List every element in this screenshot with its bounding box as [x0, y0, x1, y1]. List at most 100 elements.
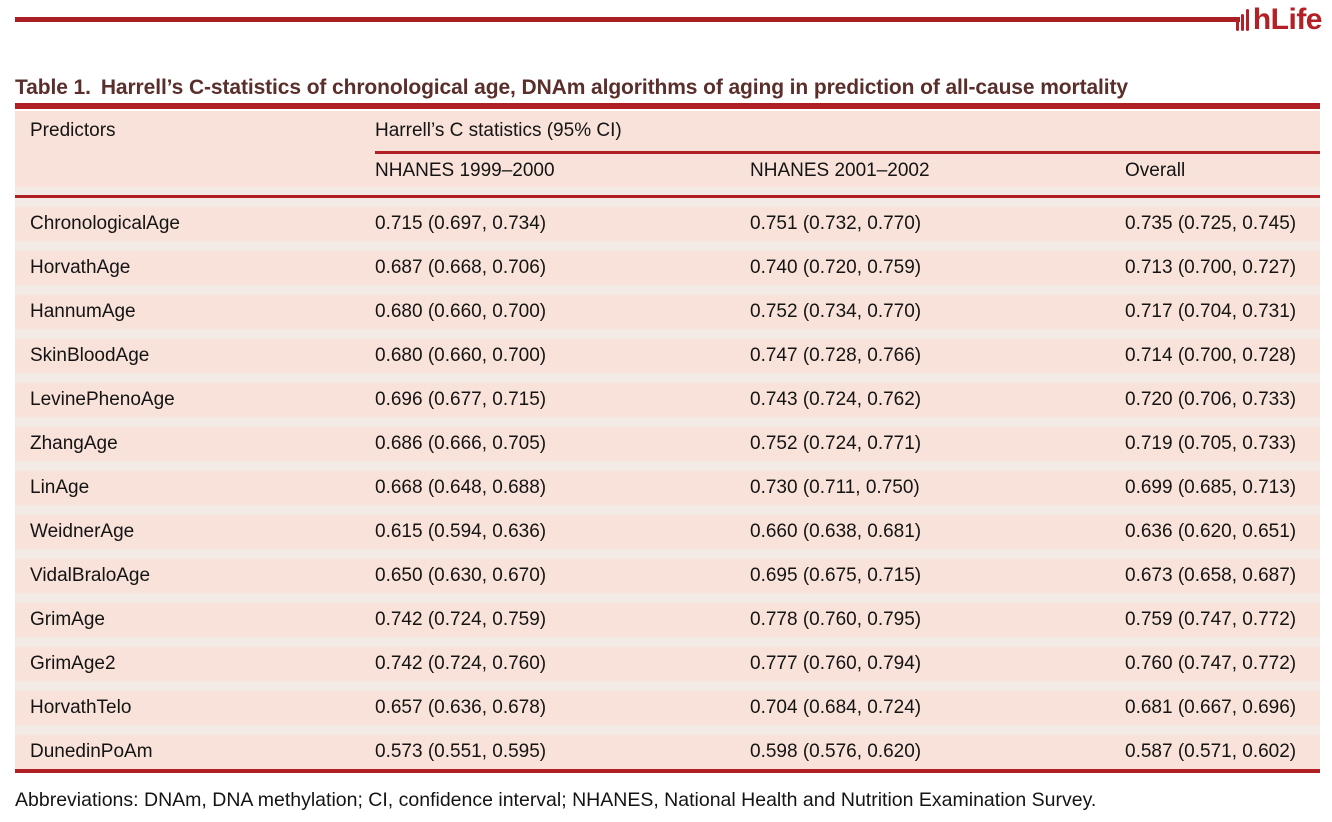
table-row: HorvathTelo 0.657 (0.636, 0.678) 0.704 (…: [15, 691, 1320, 725]
row-gap: [15, 241, 1320, 251]
c-stat-1999-2000: 0.742 (0.724, 0.759): [375, 609, 547, 630]
row-gap: [15, 329, 1320, 339]
predictor-name: SkinBloodAge: [30, 345, 150, 366]
table-row: LinAge 0.668 (0.648, 0.688) 0.730 (0.711…: [15, 471, 1320, 505]
c-stat-overall: 0.759 (0.747, 0.772): [1125, 609, 1297, 630]
table-title-text: Harrell’s C-statistics of chronological …: [100, 76, 1128, 99]
c-stat-2001-2002: 0.777 (0.760, 0.794): [750, 653, 922, 674]
c-stat-2001-2002: 0.752 (0.724, 0.771): [750, 433, 922, 454]
table-header-row-group: Predictors Harrell’s C statistics (95% C…: [15, 111, 1320, 151]
c-stat-1999-2000: 0.696 (0.677, 0.715): [375, 389, 547, 410]
predictor-name: DunedinPoAm: [30, 741, 153, 762]
c-stat-2001-2002: 0.743 (0.724, 0.762): [750, 389, 922, 410]
c-stat-overall: 0.720 (0.706, 0.733): [1125, 389, 1297, 410]
predictor-name: HorvathTelo: [30, 697, 132, 718]
c-stat-overall: 0.699 (0.685, 0.713): [1125, 477, 1297, 498]
c-stat-2001-2002: 0.751 (0.732, 0.770): [750, 213, 922, 234]
table-row: DunedinPoAm 0.573 (0.551, 0.595) 0.598 (…: [15, 735, 1320, 769]
predictor-name: LinAge: [30, 477, 90, 498]
column-group-header: Harrell’s C statistics (95% CI): [375, 120, 622, 141]
column-header-overall: Overall: [1125, 159, 1186, 181]
c-stat-1999-2000: 0.668 (0.648, 0.688): [375, 477, 547, 498]
c-stat-overall: 0.714 (0.700, 0.728): [1125, 345, 1297, 366]
c-stat-overall: 0.735 (0.725, 0.745): [1125, 213, 1297, 234]
c-stat-1999-2000: 0.680 (0.660, 0.700): [375, 301, 547, 322]
row-gap: [15, 593, 1320, 603]
c-stat-1999-2000: 0.680 (0.660, 0.700): [375, 345, 547, 366]
c-stat-1999-2000: 0.657 (0.636, 0.678): [375, 697, 547, 718]
table-row: WeidnerAge 0.615 (0.594, 0.636) 0.660 (0…: [15, 515, 1320, 549]
predictor-name: GrimAge2: [30, 653, 116, 674]
journal-logo: hLife: [1235, 3, 1323, 36]
c-stat-overall: 0.760 (0.747, 0.772): [1125, 653, 1297, 674]
row-gap: [15, 549, 1320, 559]
c-stat-overall: 0.717 (0.704, 0.731): [1125, 301, 1297, 322]
c-stat-1999-2000: 0.742 (0.724, 0.760): [375, 653, 547, 674]
table-number-label: Table 1.: [15, 76, 91, 99]
c-stat-2001-2002: 0.598 (0.576, 0.620): [750, 741, 922, 762]
group-header-rule-row: [15, 151, 1320, 154]
predictor-name: HorvathAge: [30, 257, 131, 278]
c-stat-2001-2002: 0.704 (0.684, 0.724): [750, 697, 922, 718]
row-gap: [15, 198, 1320, 207]
row-gap: [15, 417, 1320, 427]
c-stat-1999-2000: 0.715 (0.697, 0.734): [375, 213, 547, 234]
row-gap: [15, 285, 1320, 295]
row-gap: [15, 373, 1320, 383]
c-stat-2001-2002: 0.747 (0.728, 0.766): [750, 345, 922, 366]
row-gap: [15, 505, 1320, 515]
table-row: HorvathAge 0.687 (0.668, 0.706) 0.740 (0…: [15, 251, 1320, 285]
group-header-rule: [375, 151, 1320, 154]
table-title: Table 1. Harrell’s C-statistics of chrono…: [15, 76, 1320, 100]
row-gap: [15, 637, 1320, 647]
table-row: ChronologicalAge 0.715 (0.697, 0.734) 0.…: [15, 207, 1320, 241]
subheader-gap: [15, 187, 1320, 195]
predictor-name: HannumAge: [30, 301, 136, 322]
predictor-name: VidalBraloAge: [30, 565, 151, 586]
c-stat-overall: 0.587 (0.571, 0.602): [1125, 741, 1297, 762]
c-stat-2001-2002: 0.740 (0.720, 0.759): [750, 257, 922, 278]
c-stat-1999-2000: 0.687 (0.668, 0.706): [375, 257, 547, 278]
logo-bars-icon: [1235, 9, 1251, 31]
header-bottom-rule: [15, 195, 1320, 198]
c-stat-2001-2002: 0.695 (0.675, 0.715): [750, 565, 922, 586]
masthead-rule: [15, 17, 1240, 22]
table-subheader-row: NHANES 1999–2000 NHANES 2001–2002 Overal…: [15, 154, 1320, 187]
table-row: GrimAge 0.742 (0.724, 0.759) 0.778 (0.76…: [15, 603, 1320, 637]
row-gap: [15, 725, 1320, 735]
table-row: HannumAge 0.680 (0.660, 0.700) 0.752 (0.…: [15, 295, 1320, 329]
column-header-predictors: Predictors: [30, 120, 116, 141]
column-header-nhanes-2001-2002: NHANES 2001–2002: [750, 159, 930, 181]
c-stat-2001-2002: 0.752 (0.734, 0.770): [750, 301, 922, 322]
c-stat-1999-2000: 0.615 (0.594, 0.636): [375, 521, 547, 542]
c-stat-overall: 0.681 (0.667, 0.696): [1125, 697, 1297, 718]
c-stat-overall: 0.636 (0.620, 0.651): [1125, 521, 1297, 542]
logo-text: hLife: [1252, 3, 1323, 36]
predictor-name: ChronologicalAge: [30, 213, 180, 234]
c-statistics-table: Predictors Harrell’s C statistics (95% C…: [15, 111, 1320, 773]
row-gap: [15, 681, 1320, 691]
row-gap: [15, 461, 1320, 471]
predictor-name: ZhangAge: [30, 433, 118, 454]
table-row: SkinBloodAge 0.680 (0.660, 0.700) 0.747 …: [15, 339, 1320, 373]
table-row: ZhangAge 0.686 (0.666, 0.705) 0.752 (0.7…: [15, 427, 1320, 461]
column-header-nhanes-1999-2000: NHANES 1999–2000: [375, 159, 555, 181]
c-stat-2001-2002: 0.660 (0.638, 0.681): [750, 521, 922, 542]
table-bottom-rule: [15, 769, 1320, 773]
table-row: GrimAge2 0.742 (0.724, 0.760) 0.777 (0.7…: [15, 647, 1320, 681]
title-rule: [15, 103, 1320, 109]
table-row: VidalBraloAge 0.650 (0.630, 0.670) 0.695…: [15, 559, 1320, 593]
c-stat-overall: 0.719 (0.705, 0.733): [1125, 433, 1297, 454]
table-row: LevinePhenoAge 0.696 (0.677, 0.715) 0.74…: [15, 383, 1320, 417]
c-stat-overall: 0.673 (0.658, 0.687): [1125, 565, 1297, 586]
c-stat-1999-2000: 0.650 (0.630, 0.670): [375, 565, 547, 586]
predictor-name: LevinePhenoAge: [30, 389, 175, 410]
c-stat-overall: 0.713 (0.700, 0.727): [1125, 257, 1297, 278]
table-body: ChronologicalAge 0.715 (0.697, 0.734) 0.…: [15, 198, 1320, 769]
predictor-name: GrimAge: [30, 609, 105, 630]
c-stat-1999-2000: 0.686 (0.666, 0.705): [375, 433, 547, 454]
table-footnote: Abbreviations: DNAm, DNA methylation; CI…: [15, 789, 1097, 811]
c-stat-2001-2002: 0.778 (0.760, 0.795): [750, 609, 922, 630]
predictor-name: WeidnerAge: [30, 521, 135, 542]
